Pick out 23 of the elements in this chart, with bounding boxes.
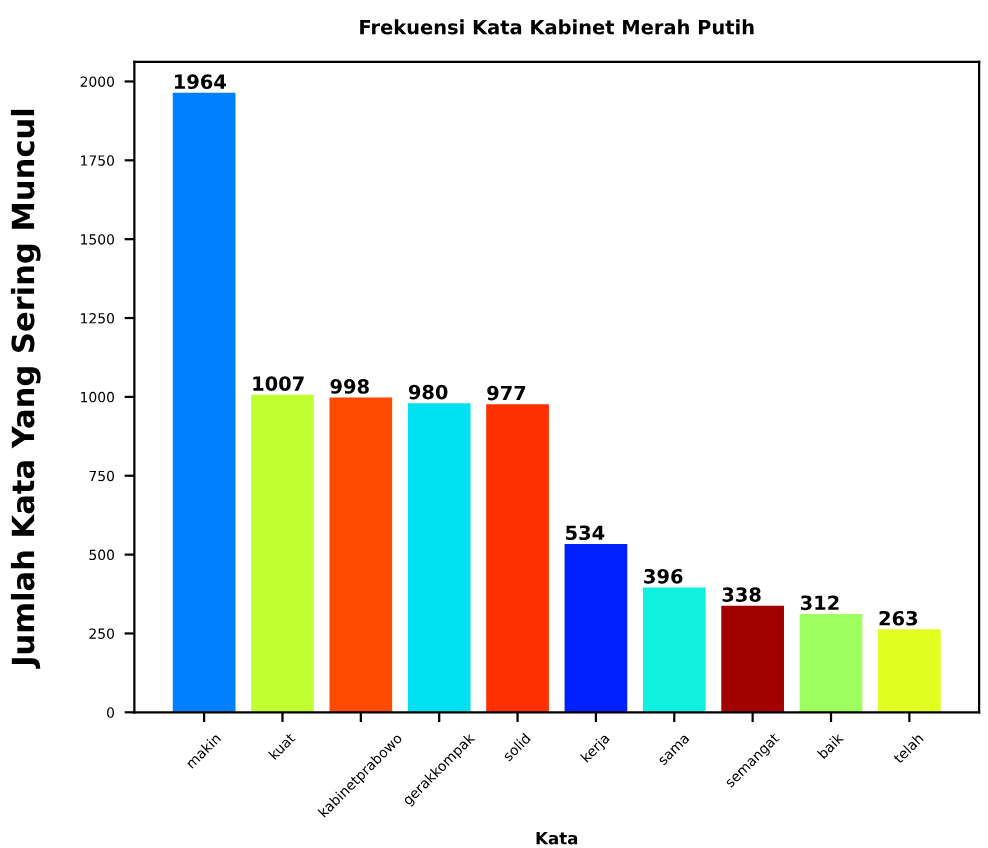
bar — [407, 403, 471, 713]
x-axis-title: Kata — [536, 832, 578, 845]
bar — [799, 613, 863, 713]
bar — [721, 605, 784, 713]
bar — [172, 92, 236, 713]
data-label: 977 — [487, 385, 526, 401]
data-label: 263 — [879, 610, 918, 626]
bar — [486, 404, 549, 713]
bar — [329, 397, 393, 713]
data-label: 396 — [644, 568, 683, 584]
chart-title: Frekuensi Kata Kabinet Merah Putih — [360, 19, 754, 35]
data-label: 534 — [566, 525, 605, 541]
bar — [878, 629, 941, 713]
data-label: 312 — [800, 595, 839, 611]
bar — [642, 587, 706, 713]
bar — [251, 394, 314, 713]
bar — [564, 543, 628, 713]
data-label: 1964 — [174, 74, 226, 90]
y-axis-title: Jumlah Kata Yang Sering Muncul — [10, 109, 41, 669]
data-label: 338 — [722, 587, 761, 602]
data-label: 1007 — [253, 376, 304, 391]
data-label: 980 — [408, 384, 448, 400]
data-label: 998 — [330, 379, 369, 394]
